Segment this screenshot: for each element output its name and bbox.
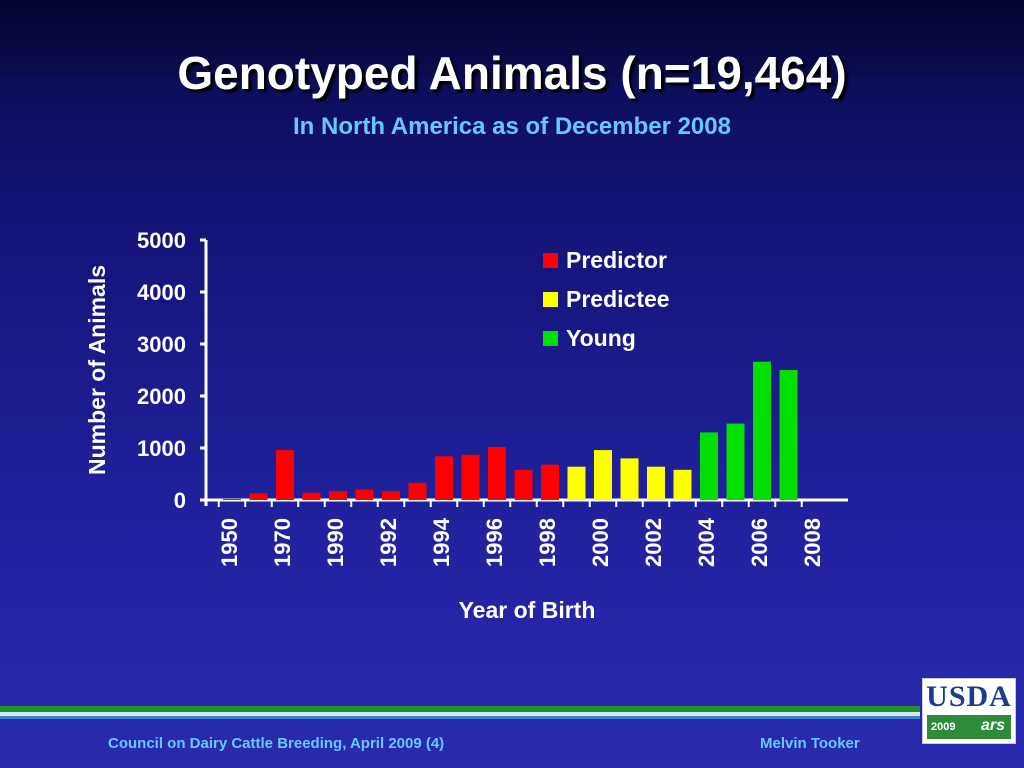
- bar: [541, 464, 559, 500]
- x-tick-label: 1994: [429, 517, 454, 567]
- usda-logo: USDA 2009 ars: [922, 678, 1016, 744]
- x-tick-label: 2006: [747, 518, 772, 567]
- bar: [567, 466, 586, 500]
- title-band: [0, 0, 1024, 78]
- bar: [461, 454, 480, 500]
- y-tick-label: 4000: [137, 280, 186, 305]
- x-tick-label: 1998: [535, 518, 560, 567]
- legend-swatch: [543, 331, 558, 346]
- y-tick-label: 1000: [137, 436, 186, 461]
- footer-divider-white: [0, 712, 920, 716]
- bar: [302, 492, 321, 500]
- y-tick-label: 0: [174, 488, 186, 513]
- footer-author: Melvin Tooker: [760, 735, 860, 752]
- y-tick-label: 5000: [137, 228, 186, 253]
- usda-logo-field: [927, 715, 1011, 739]
- bar: [223, 498, 241, 500]
- bar: [514, 469, 533, 500]
- x-tick-label: 2002: [641, 518, 666, 567]
- legend-label: Predictee: [566, 286, 670, 312]
- bar: [355, 489, 374, 500]
- bar: [435, 456, 453, 500]
- bar: [329, 491, 347, 500]
- usda-logo-year: 2009: [931, 721, 956, 733]
- bar: [700, 432, 718, 500]
- bar: [276, 450, 294, 500]
- y-tick-label: 2000: [137, 384, 186, 409]
- slide-subtitle: In North America as of December 2008: [293, 113, 731, 140]
- x-axis-title: Year of Birth: [459, 597, 596, 623]
- bar-chart: 0 1000 2000 3000 4000 5000 1950 1970 1990 1992 199…: [84, 228, 825, 623]
- x-tick-label: 2000: [588, 518, 613, 567]
- footer-event: Council on Dairy Cattle Breeding, April …: [108, 735, 445, 752]
- y-axis-title: Number of Animals: [84, 265, 110, 475]
- slide-title: Genotyped Animals (n=19,464): [177, 47, 847, 99]
- legend-label: Young: [566, 325, 636, 351]
- bar: [382, 491, 400, 500]
- bar: [779, 370, 798, 500]
- x-tick-label: 1970: [270, 518, 295, 567]
- ars-icon: ars: [981, 717, 1006, 734]
- bar: [753, 361, 771, 500]
- bar: [249, 493, 268, 500]
- footer-divider-green: [0, 706, 920, 712]
- legend-swatch: [543, 253, 558, 268]
- bar: [408, 482, 427, 500]
- legend-label: Predictor: [566, 247, 667, 273]
- bar: [726, 423, 745, 500]
- y-tick-label: 3000: [137, 332, 186, 357]
- bar: [647, 466, 665, 500]
- footer-divider-blue: [0, 716, 920, 719]
- usda-logo-text: USDA: [926, 680, 1012, 713]
- x-tick-label: 1990: [323, 518, 348, 567]
- bar: [488, 446, 506, 500]
- x-tick-label: 1950: [217, 518, 242, 567]
- x-tick-label: 2008: [800, 518, 825, 567]
- x-tick-label: 1996: [482, 518, 507, 567]
- bar: [620, 458, 639, 500]
- bar: [594, 450, 612, 500]
- legend-swatch: [543, 292, 558, 307]
- x-tick-label: 2004: [694, 517, 719, 567]
- x-tick-label: 1992: [376, 518, 401, 567]
- bar: [673, 469, 692, 500]
